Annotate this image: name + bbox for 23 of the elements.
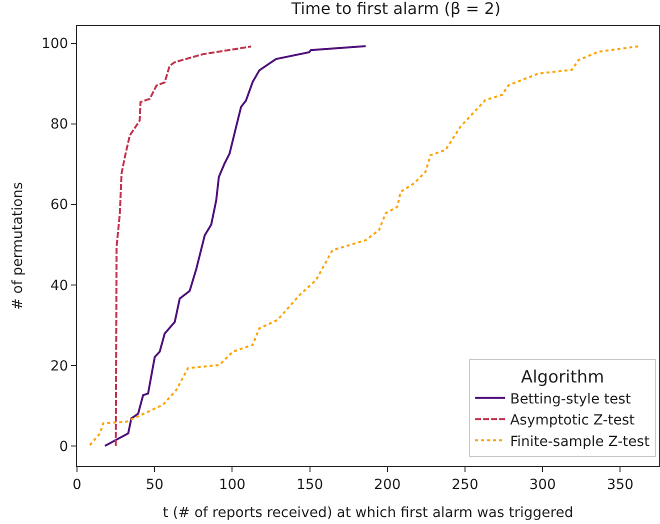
x-tick-label: 300 [529, 476, 556, 493]
y-tick-label: 60 [50, 197, 68, 214]
y-tick-label: 100 [41, 36, 68, 52]
y-axis-title: # of permutations [10, 182, 26, 310]
x-tick-label: 350 [606, 476, 634, 493]
x-tick-label: 250 [452, 476, 478, 493]
x-axis-title: t (# of reports received) at which first alarm was triggered [162, 505, 574, 522]
line-series [104, 45, 367, 447]
chart-title: Time to first alarm (β = 2) [290, 0, 501, 18]
x-tick-label: 200 [374, 476, 401, 493]
x-tick-label: 150 [296, 476, 324, 493]
y-tick-label: 0 [59, 438, 68, 455]
x-tick-label: 100 [218, 476, 246, 493]
x-tick-label: 0 [72, 476, 82, 493]
legend-title: Algorithm [520, 367, 604, 388]
y-tick-label: 80 [50, 116, 68, 133]
y-tick-label: 40 [50, 278, 68, 294]
line-series [114, 46, 252, 447]
y-tick-label: 20 [50, 358, 68, 374]
legend-label: Finite-sample Z-test [510, 434, 650, 450]
legend-label: Asymptotic Z-test [510, 412, 636, 429]
legend-label: Betting-style test [510, 391, 632, 408]
x-tick-label: 50 [146, 476, 164, 493]
